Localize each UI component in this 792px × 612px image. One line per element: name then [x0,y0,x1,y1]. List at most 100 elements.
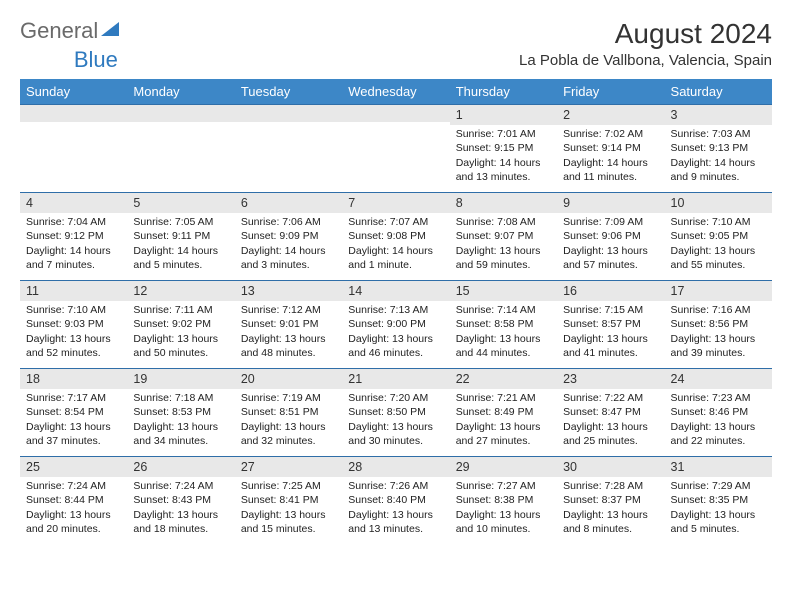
weekday-sunday: Sunday [20,79,127,105]
sunrise-line: Sunrise: 7:14 AM [456,303,551,317]
daylight-line-1: Daylight: 13 hours [26,420,121,434]
sunset-line: Sunset: 9:07 PM [456,229,551,243]
daylight-line-2: and 55 minutes. [671,258,766,272]
calendar-cell: 28Sunrise: 7:26 AMSunset: 8:40 PMDayligh… [342,457,449,545]
page-title: August 2024 [519,18,772,50]
day-number: 29 [450,457,557,477]
calendar-cell: 21Sunrise: 7:20 AMSunset: 8:50 PMDayligh… [342,369,449,457]
daylight-line-1: Daylight: 13 hours [563,244,658,258]
daylight-line-1: Daylight: 13 hours [671,244,766,258]
weekday-monday: Monday [127,79,234,105]
calendar-row: 1Sunrise: 7:01 AMSunset: 9:15 PMDaylight… [20,105,772,193]
calendar-cell: 2Sunrise: 7:02 AMSunset: 9:14 PMDaylight… [557,105,664,193]
weekday-thursday: Thursday [450,79,557,105]
day-number: 14 [342,281,449,301]
daylight-line-1: Daylight: 13 hours [26,332,121,346]
daylight-line-2: and 39 minutes. [671,346,766,360]
daylight-line-2: and 37 minutes. [26,434,121,448]
calendar-body: 1Sunrise: 7:01 AMSunset: 9:15 PMDaylight… [20,105,772,545]
daylight-line-2: and 9 minutes. [671,170,766,184]
day-number: 20 [235,369,342,389]
day-number [235,105,342,122]
sunset-line: Sunset: 8:37 PM [563,493,658,507]
calendar-cell: 17Sunrise: 7:16 AMSunset: 8:56 PMDayligh… [665,281,772,369]
daylight-line-1: Daylight: 13 hours [241,508,336,522]
sunrise-line: Sunrise: 7:24 AM [133,479,228,493]
day-details: Sunrise: 7:26 AMSunset: 8:40 PMDaylight:… [342,477,449,540]
day-details: Sunrise: 7:21 AMSunset: 8:49 PMDaylight:… [450,389,557,452]
day-number: 19 [127,369,234,389]
day-number: 9 [557,193,664,213]
sunset-line: Sunset: 8:41 PM [241,493,336,507]
daylight-line-1: Daylight: 13 hours [241,420,336,434]
day-number: 30 [557,457,664,477]
calendar-cell: 9Sunrise: 7:09 AMSunset: 9:06 PMDaylight… [557,193,664,281]
daylight-line-2: and 5 minutes. [671,522,766,536]
day-number: 17 [665,281,772,301]
daylight-line-2: and 30 minutes. [348,434,443,448]
sunset-line: Sunset: 9:09 PM [241,229,336,243]
calendar-cell: 3Sunrise: 7:03 AMSunset: 9:13 PMDaylight… [665,105,772,193]
sunrise-line: Sunrise: 7:01 AM [456,127,551,141]
calendar-cell: 22Sunrise: 7:21 AMSunset: 8:49 PMDayligh… [450,369,557,457]
sunset-line: Sunset: 9:02 PM [133,317,228,331]
daylight-line-2: and 5 minutes. [133,258,228,272]
sunset-line: Sunset: 8:53 PM [133,405,228,419]
day-details: Sunrise: 7:19 AMSunset: 8:51 PMDaylight:… [235,389,342,452]
daylight-line-2: and 27 minutes. [456,434,551,448]
day-number: 27 [235,457,342,477]
sunrise-line: Sunrise: 7:10 AM [671,215,766,229]
sunrise-line: Sunrise: 7:16 AM [671,303,766,317]
sunset-line: Sunset: 9:12 PM [26,229,121,243]
calendar-cell: 30Sunrise: 7:28 AMSunset: 8:37 PMDayligh… [557,457,664,545]
weekday-header-row: Sunday Monday Tuesday Wednesday Thursday… [20,79,772,105]
day-details: Sunrise: 7:24 AMSunset: 8:44 PMDaylight:… [20,477,127,540]
day-number: 23 [557,369,664,389]
daylight-line-1: Daylight: 14 hours [456,156,551,170]
sunset-line: Sunset: 8:49 PM [456,405,551,419]
day-number: 15 [450,281,557,301]
calendar-cell: 27Sunrise: 7:25 AMSunset: 8:41 PMDayligh… [235,457,342,545]
calendar-cell: 14Sunrise: 7:13 AMSunset: 9:00 PMDayligh… [342,281,449,369]
daylight-line-2: and 46 minutes. [348,346,443,360]
sunrise-line: Sunrise: 7:29 AM [671,479,766,493]
daylight-line-1: Daylight: 13 hours [133,332,228,346]
daylight-line-2: and 8 minutes. [563,522,658,536]
day-details: Sunrise: 7:03 AMSunset: 9:13 PMDaylight:… [665,125,772,188]
calendar-cell: 20Sunrise: 7:19 AMSunset: 8:51 PMDayligh… [235,369,342,457]
sunrise-line: Sunrise: 7:09 AM [563,215,658,229]
sunrise-line: Sunrise: 7:13 AM [348,303,443,317]
sunrise-line: Sunrise: 7:07 AM [348,215,443,229]
calendar-cell: 19 Sunrise: 7:18 AMSunset: 8:53 PMDayligh… [127,369,234,457]
daylight-line-1: Daylight: 13 hours [133,508,228,522]
calendar-cell: 29Sunrise: 7:27 AMSunset: 8:38 PMDayligh… [450,457,557,545]
sunrise-line: Sunrise: 7:03 AM [671,127,766,141]
day-details: Sunrise: 7:15 AMSunset: 8:57 PMDaylight:… [557,301,664,364]
calendar-cell: 23Sunrise: 7:22 AMSunset: 8:47 PMDayligh… [557,369,664,457]
logo-triangle-icon [101,16,119,42]
sunrise-line: Sunrise: 7:11 AM [133,303,228,317]
sunset-line: Sunset: 8:56 PM [671,317,766,331]
day-number: 13 [235,281,342,301]
daylight-line-2: and 10 minutes. [456,522,551,536]
daylight-line-2: and 11 minutes. [563,170,658,184]
weekday-wednesday: Wednesday [342,79,449,105]
daylight-line-1: Daylight: 14 hours [241,244,336,258]
daylight-line-2: and 48 minutes. [241,346,336,360]
sunrise-line: Sunrise: 7:26 AM [348,479,443,493]
day-number: 11 [20,281,127,301]
sunrise-line: Sunrise: 7:18 AM [133,391,228,405]
daylight-line-2: and 44 minutes. [456,346,551,360]
daylight-line-1: Daylight: 13 hours [133,420,228,434]
sunset-line: Sunset: 9:11 PM [133,229,228,243]
sunset-line: Sunset: 9:14 PM [563,141,658,155]
daylight-line-1: Daylight: 13 hours [456,244,551,258]
daylight-line-1: Daylight: 14 hours [671,156,766,170]
daylight-line-1: Daylight: 14 hours [26,244,121,258]
sunset-line: Sunset: 8:44 PM [26,493,121,507]
sunrise-line: Sunrise: 7:27 AM [456,479,551,493]
day-details: Sunrise: 7:14 AMSunset: 8:58 PMDaylight:… [450,301,557,364]
day-number: 18 [20,369,127,389]
day-details: Sunrise: 7:07 AMSunset: 9:08 PMDaylight:… [342,213,449,276]
day-details: Sunrise: 7:28 AMSunset: 8:37 PMDaylight:… [557,477,664,540]
